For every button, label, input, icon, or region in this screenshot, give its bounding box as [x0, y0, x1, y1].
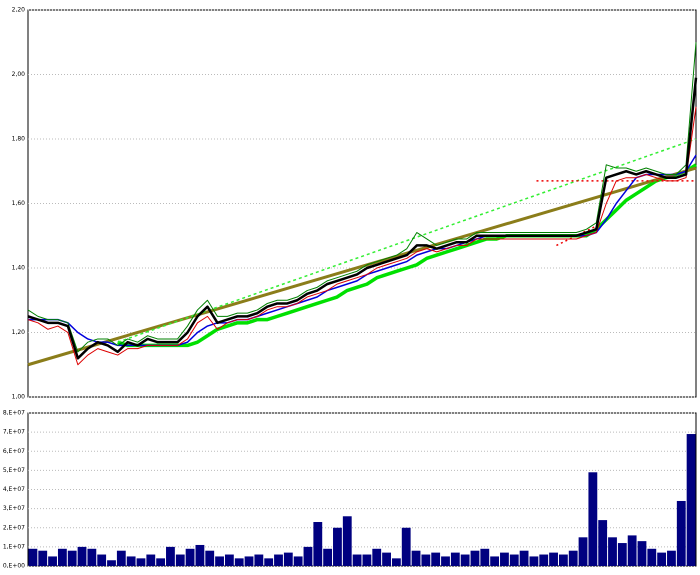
y-tick-label: 0,E+00 — [3, 563, 25, 570]
volume-bar — [637, 541, 647, 566]
volume-bar — [67, 550, 77, 566]
volume-bar — [224, 554, 234, 566]
volume-bar — [107, 560, 116, 566]
volume-bar — [470, 550, 480, 566]
volume-bar — [333, 527, 342, 566]
volume-bar — [401, 527, 411, 566]
volume-bar — [28, 548, 38, 566]
volume-bar — [362, 554, 372, 566]
y-tick-label: 4,E+07 — [3, 486, 25, 493]
volume-bar — [215, 556, 224, 566]
volume-bar — [97, 554, 107, 566]
volume-bar — [195, 544, 205, 566]
volume-bar — [116, 550, 126, 566]
volume-bar — [136, 558, 146, 566]
trend-line — [117, 138, 697, 343]
volume-bar — [549, 552, 558, 566]
volume-bar — [126, 556, 136, 566]
volume-bar — [460, 554, 470, 566]
volume-bar — [352, 554, 362, 566]
volume-bar — [382, 552, 391, 566]
volume-bar — [608, 537, 617, 566]
volume-bar — [293, 556, 303, 566]
volume-bar — [627, 535, 637, 566]
volume-bar — [411, 550, 421, 566]
volume-bar — [657, 552, 667, 566]
y-tick-label: 8,E+07 — [3, 410, 25, 417]
volume-bar — [234, 558, 244, 566]
price-line — [27, 106, 697, 366]
y-tick-label: 1,00 — [12, 394, 26, 401]
volume-bar — [500, 552, 509, 566]
volume-bar — [264, 558, 274, 566]
y-tick-label: 1,80 — [12, 136, 26, 143]
volume-bar — [598, 520, 608, 566]
volume-bar — [676, 500, 686, 566]
volume-bar — [490, 556, 500, 566]
volume-bar — [205, 550, 215, 566]
trend-line — [27, 166, 697, 367]
volume-bar — [77, 546, 87, 566]
volume-bar — [686, 434, 696, 566]
price-line — [117, 163, 697, 348]
volume-bar — [38, 550, 48, 566]
volume-bar — [431, 552, 441, 566]
volume-bar — [539, 554, 549, 566]
y-tick-label: 6,E+07 — [3, 448, 25, 455]
volume-bar — [391, 558, 401, 566]
y-tick-label: 7,E+07 — [3, 429, 25, 436]
volume-bar — [667, 550, 676, 566]
volume-bar — [156, 558, 166, 566]
volume-bar — [146, 554, 156, 566]
y-tick-label: 1,E+07 — [3, 543, 25, 550]
y-tick-label: 1,60 — [12, 200, 26, 207]
volume-bar — [441, 556, 450, 566]
y-tick-label: 2,20 — [12, 7, 26, 14]
volume-bar — [303, 546, 313, 566]
trend-line — [556, 225, 597, 247]
volume-bar — [166, 546, 175, 566]
volume-bar — [48, 556, 57, 566]
volume-bar — [254, 554, 264, 566]
y-tick-label: 2,00 — [12, 71, 26, 78]
volume-bar — [421, 554, 431, 566]
price-line — [27, 42, 697, 353]
volume-bar — [274, 554, 283, 566]
volume-bar — [342, 516, 352, 566]
y-tick-label: 1,40 — [12, 265, 26, 272]
volume-bar — [313, 522, 323, 566]
volume-bar — [87, 548, 97, 566]
volume-bar — [519, 550, 529, 566]
volume-bar — [509, 554, 519, 566]
y-tick-label: 3,E+07 — [3, 505, 25, 512]
volume-bar — [185, 548, 195, 566]
volume-bar — [529, 556, 539, 566]
volume-bar — [578, 537, 588, 566]
volume-bar — [244, 556, 254, 566]
y-tick-label: 5,E+07 — [3, 467, 25, 474]
y-tick-label: 2,E+07 — [3, 524, 25, 531]
volume-bar — [568, 550, 578, 566]
volume-bar — [480, 548, 490, 566]
volume-bar — [647, 548, 657, 566]
volume-bar — [372, 548, 382, 566]
volume-bar — [617, 543, 627, 566]
volume-bar — [175, 554, 185, 566]
volume-bar — [558, 554, 568, 566]
volume-bar — [450, 552, 460, 566]
volume-bar — [57, 548, 67, 566]
volume-bar — [283, 552, 293, 566]
volume-bar — [588, 472, 598, 566]
volume-bar — [323, 548, 333, 566]
price-line — [27, 77, 698, 360]
y-tick-label: 1,20 — [12, 329, 26, 336]
